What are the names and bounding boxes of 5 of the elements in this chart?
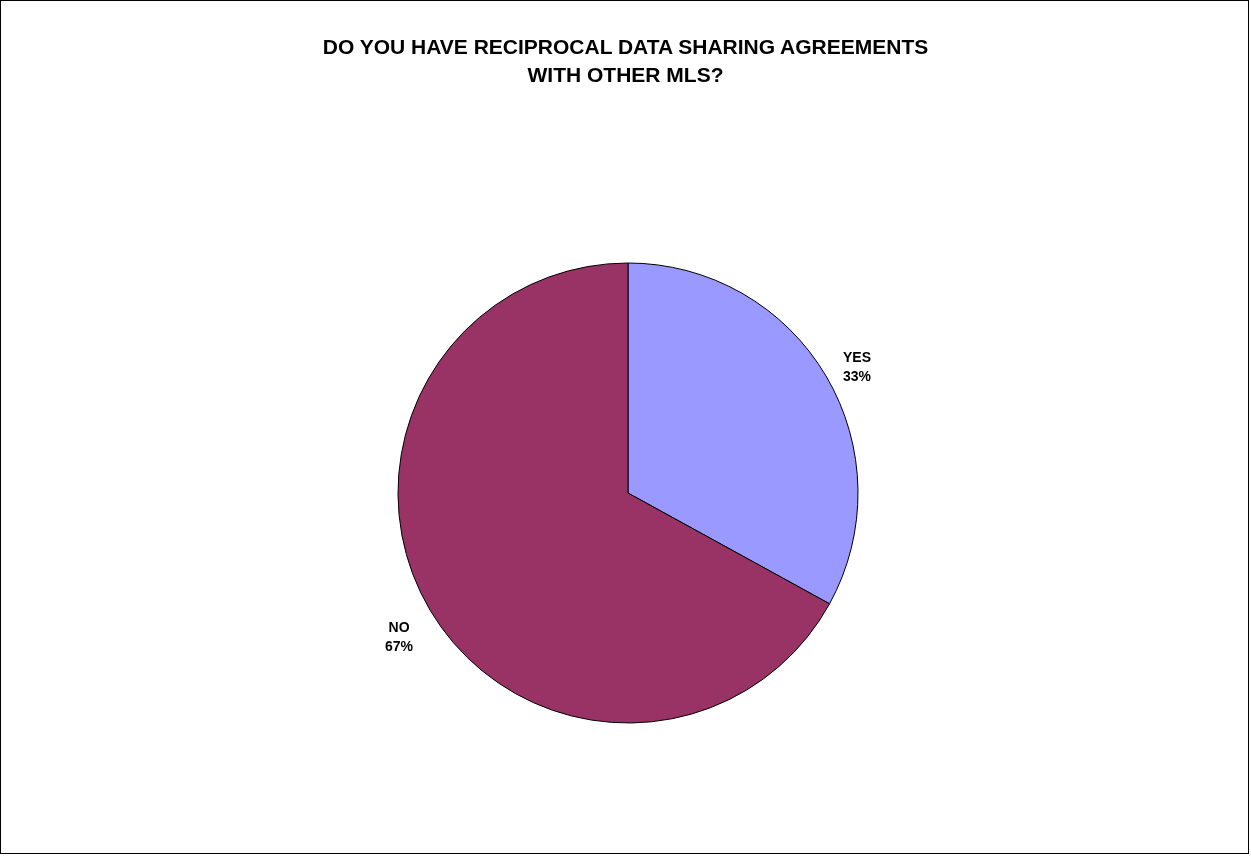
chart-title: DO YOU HAVE RECIPROCAL DATA SHARING AGREEMENTS WITH OTHER MLS? (322, 35, 929, 86)
slice-label: YES (842, 348, 871, 365)
data-label: 33% (842, 367, 872, 384)
data-label: 67% (385, 638, 414, 655)
slice-label: NO (388, 619, 410, 636)
